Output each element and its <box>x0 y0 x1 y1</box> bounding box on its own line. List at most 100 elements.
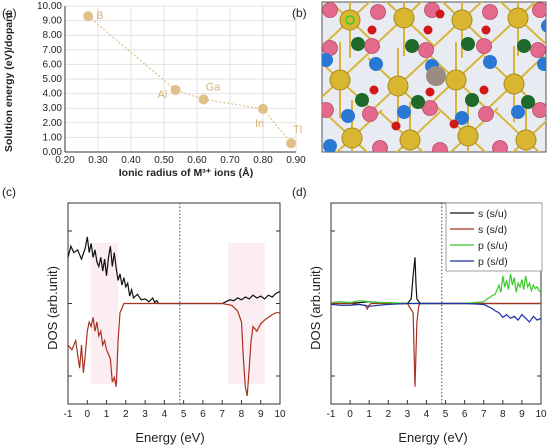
x-tick-label: 0.40 <box>121 155 141 166</box>
oxygen-atom <box>422 100 438 116</box>
highlight-region <box>91 243 119 384</box>
panel-label-d: (d) <box>292 185 307 199</box>
cation-atom <box>483 55 497 69</box>
x-tick-label: 3 <box>405 409 411 420</box>
point-label-in: In <box>255 118 264 130</box>
y-tick-label: 6.00 <box>43 59 63 70</box>
dopant-atom <box>461 37 475 51</box>
x-tick-label: 1 <box>366 409 372 420</box>
panel-d-dos-chart: -1 0 1 2 3 4 5 6 7 8 9 10 <box>327 202 547 420</box>
x-tick-label: 0.60 <box>187 155 207 166</box>
y-tick-label: 0.00 <box>43 147 63 158</box>
panel-label-a: (a) <box>2 6 17 20</box>
small-atom <box>435 9 445 19</box>
oxygen-atom <box>530 42 546 58</box>
metal-atom <box>339 9 361 31</box>
x-tick-label: 6 <box>462 409 468 420</box>
dopant-atom <box>465 93 479 107</box>
panel-c-y-axis-label: DOS (arb.unit) <box>45 266 60 350</box>
oxygen-atom <box>482 4 498 20</box>
dopant-atom <box>517 39 531 53</box>
x-tick-label: 8 <box>239 409 245 420</box>
dopant-atom <box>411 95 425 109</box>
data-point-in <box>258 103 268 114</box>
cation-atom <box>323 139 337 152</box>
cation-atom <box>397 105 411 119</box>
metal-atom <box>399 129 421 151</box>
small-atom <box>369 85 379 95</box>
point-label-b: B <box>96 10 103 22</box>
x-tick-label: 1 <box>104 409 110 420</box>
cation-atom <box>541 19 546 33</box>
oxygen-atom <box>478 106 494 122</box>
x-tick-label: 7 <box>219 409 225 420</box>
cation-atom <box>455 111 469 125</box>
x-tick-label: 4 <box>424 409 430 420</box>
x-tick-label: -1 <box>64 409 73 420</box>
data-point-b <box>83 11 94 22</box>
y-tick-label: 1.00 <box>43 132 63 143</box>
panel-a-scatter-chart: 0.00 1.00 2.00 3.00 4.00 5.00 6.00 7.00 8.00 9.00… <box>37 1 306 166</box>
x-tick-label: 0 <box>84 409 90 420</box>
x-tick-label: 9 <box>519 409 525 420</box>
oxygen-atom <box>362 106 378 122</box>
x-tick-label: 7 <box>481 409 487 420</box>
small-atom <box>423 25 433 35</box>
metal-atom <box>457 125 479 147</box>
oxygen-atom <box>418 42 434 58</box>
series-p-up <box>330 273 542 305</box>
panel-label-b: (b) <box>292 6 307 20</box>
x-tick-label: 0 <box>347 409 353 420</box>
x-tick-label: 5 <box>443 409 449 420</box>
y-tick-label: 3.00 <box>43 103 63 114</box>
cation-atom <box>322 53 333 67</box>
y-tick-label: 5.00 <box>43 74 63 85</box>
point-label-ga: Ga <box>206 81 222 93</box>
metal-atom <box>507 7 529 29</box>
small-atom <box>391 121 401 131</box>
cation-atom <box>511 105 525 119</box>
x-tick-label: 0.90 <box>286 155 306 166</box>
metal-atom <box>445 69 467 91</box>
oxygen-atom <box>492 140 508 152</box>
y-tick-label: 4.00 <box>43 89 63 100</box>
legend-s-up-label: s (s/u) <box>478 208 507 220</box>
x-tick-label: 10 <box>535 409 547 420</box>
y-tick-label: 7.00 <box>43 45 63 56</box>
metal-atom <box>341 127 363 149</box>
oxygen-atom <box>322 102 334 118</box>
small-atom <box>425 87 435 97</box>
panel-a-x-axis-label: Ionic radius of M³⁺ ions (Å) <box>119 166 253 179</box>
substituted-atom <box>426 66 446 86</box>
small-atom <box>449 119 459 129</box>
oxygen-atom <box>372 140 388 152</box>
data-point-tl <box>286 138 297 149</box>
x-tick-label: 8 <box>500 409 506 420</box>
x-tick-label: 0.70 <box>220 155 240 166</box>
x-tick-label: 0.50 <box>154 155 174 166</box>
oxygen-atom <box>476 38 492 54</box>
oxygen-atom <box>532 102 546 118</box>
data-point-al <box>170 84 181 95</box>
panel-a-y-axis-label: Solution energy (eV)/dopant <box>3 12 15 153</box>
x-tick-label: 6 <box>200 409 206 420</box>
x-tick-label: 2 <box>123 409 129 420</box>
highlight-region <box>227 243 265 384</box>
metal-atom <box>387 75 409 97</box>
small-atom <box>367 25 377 35</box>
oxygen-atom <box>364 38 380 54</box>
metal-atom <box>503 73 525 95</box>
metal-atom <box>515 129 537 151</box>
x-tick-label: 10 <box>274 409 286 420</box>
oxygen-atom <box>432 142 448 152</box>
cation-atom <box>369 57 383 71</box>
y-tick-label: 10.00 <box>37 1 62 12</box>
series-p-down <box>330 302 542 323</box>
series-s-down <box>331 302 541 387</box>
x-tick-label: 2 <box>385 409 391 420</box>
x-tick-label: 4 <box>162 409 168 420</box>
oxygen-atom <box>532 2 546 18</box>
dopant-atom <box>521 95 535 109</box>
x-tick-label: 3 <box>142 409 148 420</box>
